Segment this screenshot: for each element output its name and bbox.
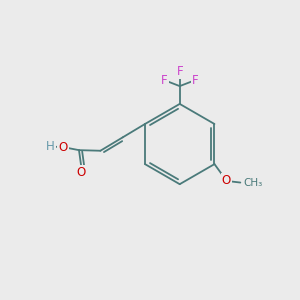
Text: CH₃: CH₃: [243, 178, 262, 188]
Text: F: F: [176, 65, 183, 78]
Text: O: O: [58, 141, 68, 154]
Text: F: F: [192, 74, 199, 87]
Text: O: O: [222, 174, 231, 187]
Text: O: O: [77, 166, 86, 179]
Text: F: F: [161, 74, 168, 87]
Text: H: H: [46, 140, 55, 153]
